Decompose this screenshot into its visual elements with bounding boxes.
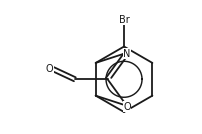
Text: O: O [123, 102, 131, 112]
Text: O: O [46, 64, 53, 74]
Text: Br: Br [119, 15, 129, 25]
Text: N: N [123, 49, 130, 59]
